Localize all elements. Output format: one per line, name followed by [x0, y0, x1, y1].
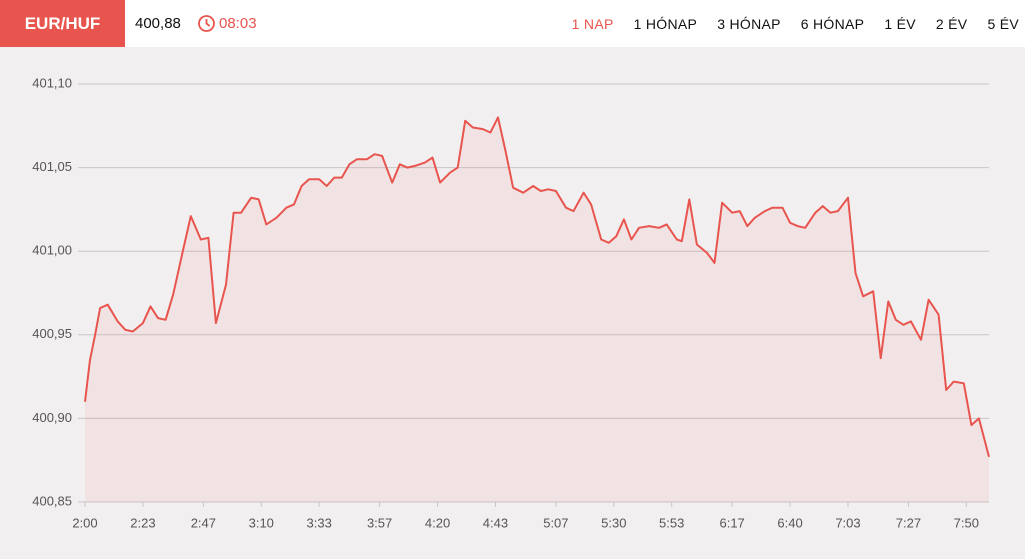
y-tick-label: 401,00 — [32, 243, 72, 258]
area-fill — [85, 117, 989, 503]
x-tick-label: 5:07 — [543, 515, 568, 530]
y-tick-label: 401,10 — [32, 75, 72, 90]
x-tick-label: 3:57 — [367, 515, 392, 530]
time: 08:03 — [219, 15, 257, 32]
x-tick-label: 3:33 — [307, 515, 332, 530]
period-tab[interactable]: 1 NAP — [571, 15, 614, 32]
period-tab[interactable]: 5 ÉV — [987, 15, 1019, 32]
y-tick-label: 400,85 — [32, 493, 72, 508]
x-tick-label: 7:27 — [896, 515, 921, 530]
period-tab[interactable]: 1 ÉV — [884, 15, 916, 32]
x-tick-label: 2:23 — [130, 515, 155, 530]
x-tick-label: 4:43 — [483, 515, 508, 530]
header: EUR/HUF 400,88 08:03 1 NAP 1 HÓNAP 3 HÓNAP… — [0, 0, 1025, 47]
x-tick-label: 5:30 — [601, 515, 626, 530]
period-tabs: 1 NAP 1 HÓNAP 3 HÓNAP 6 HÓNAP 1 ÉV 2 ÉV 5 ÉV — [572, 0, 1019, 47]
x-tick-label: 6:40 — [777, 515, 802, 530]
chart: 400,85 400,90 400,95 401,00 401,05 401,10 2:00… — [32, 75, 990, 530]
x-tick-label: 6:17 — [719, 515, 744, 530]
period-tab[interactable]: 6 HÓNAP — [800, 15, 865, 32]
currency-pair: EUR/HUF — [0, 0, 125, 47]
x-tick-label: 2:00 — [72, 515, 97, 530]
x-tick-label: 7:50 — [954, 515, 979, 530]
period-tab[interactable]: 3 HÓNAP — [717, 15, 781, 32]
y-tick-label: 401,05 — [32, 159, 72, 174]
x-tick-label: 4:20 — [425, 515, 450, 530]
x-tick-label: 5:53 — [659, 515, 684, 530]
clock-icon — [198, 15, 215, 32]
price-line — [84, 116, 990, 458]
x-tick-label: 2:47 — [191, 515, 216, 530]
y-tick-label: 400,90 — [32, 410, 72, 425]
x-tick-label: 7:03 — [835, 515, 860, 530]
period-tab[interactable]: 1 HÓNAP — [633, 15, 698, 32]
price: 400,88 — [135, 15, 181, 32]
x-tick-label: 3:10 — [249, 515, 274, 530]
y-tick-label: 400,95 — [32, 326, 72, 341]
period-tab[interactable]: 2 ÉV — [935, 15, 968, 32]
